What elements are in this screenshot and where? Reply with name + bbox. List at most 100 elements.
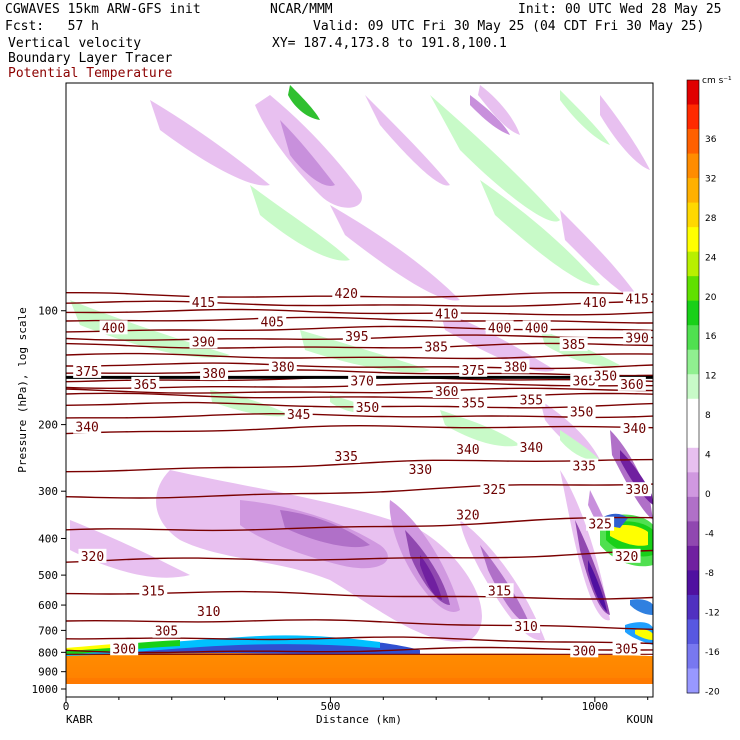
field-potential-temperature: Potential Temperature [8, 66, 173, 81]
colorbar-swatch [687, 178, 699, 204]
contour-label: 320 [81, 550, 104, 565]
contour-label: 325 [588, 518, 611, 533]
contour-label-bg [517, 439, 546, 454]
contour-label-bg [78, 548, 107, 563]
x-axis: 0 500 1000 [63, 697, 649, 713]
contour-label: 320 [456, 509, 479, 524]
colorbar-swatch [687, 570, 699, 596]
colorbar-label: -20 [705, 688, 720, 698]
contour-label: 340 [520, 441, 543, 456]
contour-label-bg [612, 548, 641, 563]
contour-label-bg [459, 395, 488, 410]
contour-label-bg [570, 643, 599, 658]
forecast-hour: Fcst: 57 h [5, 19, 99, 34]
contour-label-bg [567, 404, 596, 419]
contour-label-bg [268, 359, 297, 374]
x-tick-label: 0 [63, 700, 70, 713]
contour-label: 325 [483, 483, 506, 498]
colorbar-label: 0 [705, 490, 711, 500]
contour-label: 380 [504, 360, 527, 375]
contour-label-bg [580, 295, 609, 310]
contour-label: 360 [620, 378, 643, 393]
theta-contour-320 [66, 549, 653, 563]
colorbar-swatch [687, 227, 699, 253]
theta-contour-330 [66, 483, 653, 499]
theta-contour-380 [66, 362, 653, 370]
colorbar-swatch [687, 325, 699, 351]
colorbar-swatch [687, 619, 699, 645]
contour-label-bg [73, 363, 102, 378]
contour-label: 300 [573, 644, 596, 659]
contour-label-bg [620, 421, 649, 436]
contour-label-bg [342, 328, 371, 343]
contour-label-bg [570, 373, 599, 388]
colorbar-swatch [687, 398, 699, 424]
colorbar-swatch [687, 349, 699, 375]
theta-contour-410 [66, 308, 653, 316]
theta-contour-340 [66, 424, 653, 435]
y-tick-label: 500 [38, 569, 58, 582]
colorbar-swatch [687, 251, 699, 277]
theta-contour-310 [66, 619, 653, 630]
colorbar-label: -8 [705, 569, 714, 579]
y-axis: 100 200 300 400 500 600 700 800 900 1000 [32, 305, 66, 696]
colorbar-label: 16 [705, 332, 717, 342]
contour-label: 360 [435, 385, 458, 400]
y-tick-label: 700 [38, 624, 58, 637]
theta-contour-300 [66, 646, 653, 654]
theta-contour-335 [66, 458, 653, 473]
colorbar-swatch [687, 643, 699, 669]
colorbar-swatch [687, 80, 699, 106]
contour-label: 410 [435, 308, 458, 323]
colorbar-swatch [687, 521, 699, 547]
contour-label: 350 [570, 406, 593, 421]
theta-contour-415 [66, 300, 653, 307]
colorbar-frame [686, 79, 700, 694]
contour-label-bg [570, 458, 599, 473]
theta-contour-325 [66, 516, 653, 532]
y-tick-label: 600 [38, 599, 58, 612]
y-tick-label: 400 [38, 532, 58, 545]
colorbar-label: 12 [705, 372, 716, 382]
colorbar-swatch [687, 668, 699, 694]
contour-label-bg [422, 339, 451, 354]
endpoint-left: KABR [66, 713, 93, 726]
contour-label: 400 [488, 321, 511, 336]
contour-label: 335 [573, 460, 596, 475]
contour-label: 330 [409, 463, 432, 478]
contour-label: 350 [594, 369, 617, 384]
contour-label-bg [284, 407, 313, 422]
colorbar-label: 28 [705, 214, 717, 224]
colorbar-label: -16 [705, 648, 720, 658]
colorbar-swatch [687, 129, 699, 155]
contour-label: 340 [623, 422, 646, 437]
contour-label: 300 [112, 642, 135, 657]
contour-label: 315 [488, 584, 511, 599]
contour-label: 315 [142, 584, 165, 599]
contour-label-bg [485, 320, 514, 335]
colorbar-swatch [687, 276, 699, 302]
init-time: Init: 00 UTC Wed 28 May 25 [518, 2, 722, 17]
colorbar-label: -4 [705, 530, 714, 540]
contour-label-bg [194, 604, 223, 619]
contour-label: 335 [335, 450, 358, 465]
contour-label: 385 [424, 341, 447, 356]
x-tick-label: 500 [320, 700, 340, 713]
contour-label-bg [348, 373, 377, 388]
contour-label: 340 [75, 421, 98, 436]
contour-label: 310 [514, 620, 537, 635]
contour-label: 330 [625, 483, 648, 498]
cross-section-endpoints: XY= 187.4,173.8 to 191.8,100.1 [272, 36, 507, 51]
theta-contour-345 [66, 412, 653, 419]
contour-label: 405 [261, 315, 284, 330]
contour-label-bg [432, 383, 461, 398]
model-title: CGWAVES 15km ARW-GFS init [5, 2, 201, 17]
colorbar-swatch [687, 496, 699, 522]
contour-label: 365 [134, 378, 157, 393]
colorbar-label: 24 [705, 253, 717, 263]
contour-label: 305 [615, 642, 638, 657]
contour-label: 310 [197, 605, 220, 620]
colorbar-swatch [687, 153, 699, 179]
contour-label-bg [591, 368, 620, 383]
endpoint-right: KOUN [627, 713, 654, 726]
